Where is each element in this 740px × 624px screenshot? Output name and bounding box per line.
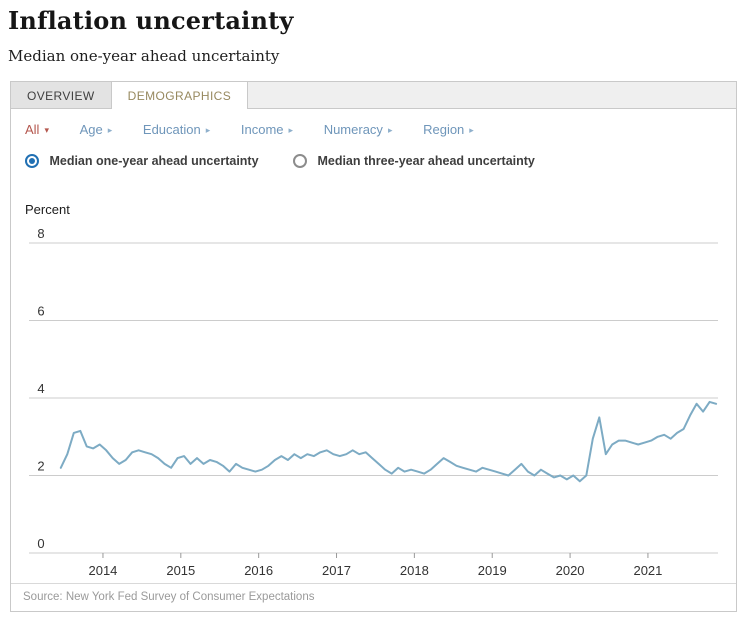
radio-button-icon bbox=[25, 154, 39, 168]
caret-down-icon: ▾ bbox=[44, 125, 49, 135]
arrow-right-icon: ▸ bbox=[469, 125, 474, 135]
x-tick-label: 2020 bbox=[556, 563, 585, 578]
series-selector: Median one-year ahead uncertainty Median… bbox=[11, 139, 736, 176]
tab-demographics[interactable]: DEMOGRAPHICS bbox=[111, 82, 249, 109]
arrow-right-icon: ▸ bbox=[288, 125, 294, 135]
filter-bar: All ▾ Age ▸ Education ▸ Income ▸ Numeracy ▸ R… bbox=[11, 109, 736, 139]
y-tick-label: 8 bbox=[37, 226, 44, 241]
radio-three-year[interactable]: Median three-year ahead uncertainty bbox=[293, 152, 535, 170]
chart-widget: OVERVIEW DEMOGRAPHICS All ▾ Age ▸ Educatio… bbox=[10, 81, 737, 612]
arrow-right-icon: ▸ bbox=[107, 125, 113, 135]
chart-area: Percent 0 2 4 6 8 2014 2015 2016 2017 2018 2019 202… bbox=[11, 176, 736, 583]
arrow-right-icon: ▸ bbox=[387, 125, 393, 135]
y-tick-label: 4 bbox=[37, 381, 44, 396]
x-tick-label: 2019 bbox=[478, 563, 507, 578]
page-title: Inflation uncertainty bbox=[8, 6, 294, 35]
source-text: Source: New York Fed Survey of Consumer … bbox=[23, 591, 315, 603]
arrow-right-icon: ▸ bbox=[205, 125, 211, 135]
y-tick-label: 2 bbox=[37, 459, 44, 474]
radio-one-year[interactable]: Median one-year ahead uncertainty bbox=[25, 152, 259, 170]
tab-bar: OVERVIEW DEMOGRAPHICS bbox=[10, 81, 737, 109]
x-tick-label: 2014 bbox=[88, 563, 117, 578]
filter-income[interactable]: Income ▸ bbox=[240, 122, 294, 137]
x-tick-label: 2015 bbox=[166, 563, 195, 578]
y-axis-title: Percent bbox=[25, 202, 70, 217]
y-tick-label: 6 bbox=[37, 304, 44, 319]
tab-overview[interactable]: OVERVIEW bbox=[11, 82, 112, 108]
radio-button-icon bbox=[293, 154, 307, 168]
filter-education[interactable]: Education ▸ bbox=[142, 122, 211, 137]
x-tick-label: 2017 bbox=[322, 563, 351, 578]
filter-numeracy[interactable]: Numeracy ▸ bbox=[323, 122, 393, 137]
content-panel: All ▾ Age ▸ Education ▸ Income ▸ Numeracy ▸ R… bbox=[10, 109, 737, 612]
filter-age[interactable]: Age ▸ bbox=[79, 122, 113, 137]
filter-all[interactable]: All ▾ bbox=[25, 122, 49, 137]
filter-region[interactable]: Region ▸ bbox=[423, 122, 474, 137]
x-tick-label: 2018 bbox=[400, 563, 429, 578]
source-footer: Source: New York Fed Survey of Consumer … bbox=[11, 583, 736, 611]
x-tick-label: 2016 bbox=[244, 563, 273, 578]
page-subtitle: Median one-year ahead uncertainty bbox=[8, 47, 280, 65]
data-series-line bbox=[59, 400, 718, 483]
x-tick-label: 2021 bbox=[633, 563, 662, 578]
y-tick-label: 0 bbox=[37, 536, 44, 551]
line-chart: 0 2 4 6 8 2014 2015 2016 2017 2018 2019 2020 2021 bbox=[29, 226, 718, 578]
